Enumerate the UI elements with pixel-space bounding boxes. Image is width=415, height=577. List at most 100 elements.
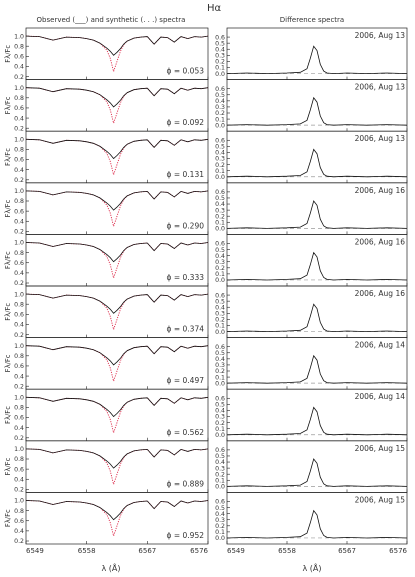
y-tick-label: 0.4: [14, 528, 24, 535]
y-tick-label: 0.5: [215, 144, 225, 151]
y-tick-label: 0.4: [14, 167, 24, 174]
date-label: 2006, Aug 16: [355, 186, 406, 195]
y-tick-label: 1.0: [14, 343, 24, 350]
difference-spectrum-line: [226, 458, 408, 487]
y-tick-label: 0.6: [215, 292, 225, 299]
y-tick-label: 0.4: [14, 270, 24, 277]
left-y-axis-label: Fλ/Fc: [4, 251, 12, 269]
phase-label: ϕ = 0.290: [167, 221, 205, 230]
date-label: 2006, Aug 16: [355, 237, 406, 246]
right-x-tick-label: 6576: [389, 547, 407, 555]
y-tick-label: 0.3: [215, 104, 225, 111]
observed-spectrum-line: [25, 500, 209, 521]
y-tick-label: 0.1: [215, 65, 225, 72]
y-tick-label: 0.5: [215, 505, 225, 512]
difference-spectrum-line: [226, 45, 408, 75]
y-tick-label: 0.3: [215, 207, 225, 214]
y-tick-label: 0.2: [14, 229, 24, 236]
difference-spectrum-line: [226, 303, 408, 333]
y-tick-label: 0.2: [14, 487, 24, 494]
right-panel-header: Difference spectra: [280, 16, 344, 24]
y-tick-label: 0.8: [14, 353, 24, 360]
y-tick-label: 1.0: [14, 291, 24, 298]
y-tick-label: 0.6: [215, 447, 225, 454]
phase-label: ϕ = 0.889: [167, 479, 205, 488]
y-tick-label: 0.4: [215, 459, 225, 466]
y-tick-label: 1.0: [14, 33, 24, 40]
date-label: 2006, Aug 13: [355, 31, 406, 40]
y-tick-label: 0.5: [215, 40, 225, 47]
y-tick-label: 1.0: [14, 394, 24, 401]
date-label: 2006, Aug 16: [355, 289, 406, 298]
right-x-axis-label: λ (Å): [303, 562, 322, 573]
y-tick-label: 0.4: [14, 373, 24, 380]
y-tick-label: 0.1: [215, 219, 225, 226]
y-tick-label: 0.3: [215, 517, 225, 524]
y-tick-label: 0.1: [215, 374, 225, 381]
y-tick-label: 0.2: [14, 383, 24, 390]
difference-spectrum-line: [226, 96, 408, 126]
y-tick-label: 0.8: [14, 405, 24, 412]
y-tick-label: 0.0: [215, 484, 225, 491]
y-tick-label: 0.8: [14, 95, 24, 102]
left-y-axis-label: Fλ/Fc: [4, 148, 12, 166]
y-tick-label: 0.3: [215, 362, 225, 369]
observed-spectrum-line: [25, 293, 209, 314]
y-tick-label: 0.8: [14, 43, 24, 50]
y-tick-label: 0.6: [14, 105, 24, 112]
date-label: 2006, Aug 14: [355, 341, 406, 350]
phase-label: ϕ = 0.952: [167, 531, 205, 540]
left-x-tick-label: 6549: [26, 547, 44, 555]
y-tick-label: 0.0: [215, 380, 225, 387]
y-tick-label: 1.0: [14, 446, 24, 453]
left-x-tick-label: 6567: [138, 547, 156, 555]
y-tick-label: 0.5: [215, 453, 225, 460]
y-tick-label: 0.3: [215, 156, 225, 163]
y-tick-label: 0.2: [215, 368, 225, 375]
y-tick-label: 0.6: [14, 54, 24, 61]
phase-label: ϕ = 0.333: [167, 273, 205, 282]
y-tick-label: 0.4: [14, 115, 24, 122]
y-tick-label: 0.5: [215, 350, 225, 357]
date-label: 2006, Aug 13: [355, 134, 406, 143]
phase-label: ϕ = 0.562: [167, 428, 205, 437]
phase-label: ϕ = 0.053: [167, 67, 205, 76]
left-x-tick-label: 6576: [190, 547, 208, 555]
left-x-axis-label: λ (Å): [102, 562, 121, 573]
y-tick-label: 0.2: [14, 280, 24, 287]
y-tick-label: 0.5: [215, 92, 225, 99]
y-tick-label: 0.4: [215, 304, 225, 311]
y-tick-label: 0.5: [215, 247, 225, 254]
y-tick-label: 0.8: [14, 250, 24, 257]
y-tick-label: 0.4: [215, 98, 225, 105]
y-tick-label: 0.0: [215, 226, 225, 233]
phase-label: ϕ = 0.092: [167, 118, 205, 127]
y-tick-label: 0.6: [14, 312, 24, 319]
left-panel-header: Observed (___) and synthetic (. . .) spe…: [37, 16, 186, 24]
left-y-axis-label: Fλ/Fc: [4, 303, 12, 321]
y-tick-label: 0.2: [14, 435, 24, 442]
left-y-axis-label: Fλ/Fc: [4, 509, 12, 527]
left-y-axis-label: Fλ/Fc: [4, 354, 12, 372]
y-tick-label: 0.6: [14, 415, 24, 422]
phase-label: ϕ = 0.131: [167, 170, 205, 179]
left-y-axis-label: Fλ/Fc: [4, 457, 12, 475]
left-panel-frame: [25, 492, 209, 545]
left-y-axis-label: Fλ/Fc: [4, 45, 12, 63]
phase-label: ϕ = 0.374: [167, 325, 205, 334]
y-tick-label: 0.1: [215, 529, 225, 536]
date-label: 2006, Aug 15: [355, 495, 406, 504]
y-tick-label: 1.0: [14, 188, 24, 195]
difference-spectrum-line: [226, 354, 408, 384]
y-tick-label: 0.2: [215, 59, 225, 66]
y-tick-label: 0.0: [215, 71, 225, 78]
y-tick-label: 0.8: [14, 456, 24, 463]
difference-spectrum-line: [226, 148, 408, 178]
y-tick-label: 0.4: [215, 511, 225, 518]
y-tick-label: 0.6: [215, 189, 225, 196]
y-tick-label: 0.4: [215, 356, 225, 363]
y-tick-label: 0.5: [215, 195, 225, 202]
left-x-tick-label: 6558: [78, 547, 96, 555]
y-tick-label: 0.6: [215, 137, 225, 144]
phase-label: ϕ = 0.497: [167, 376, 205, 385]
